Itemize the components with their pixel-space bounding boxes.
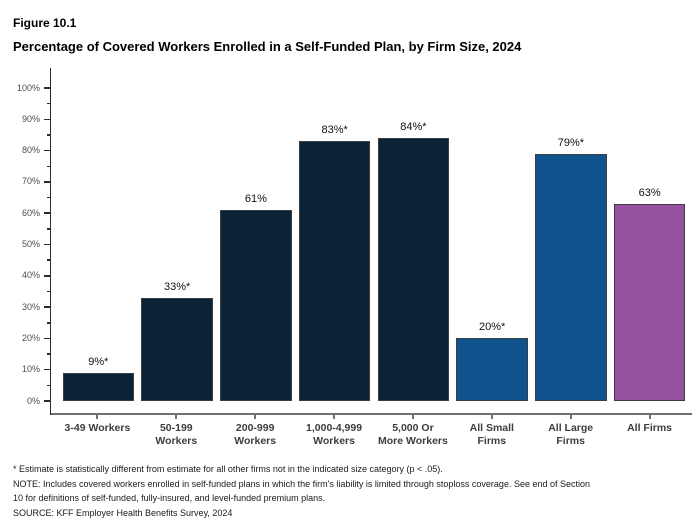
y-minor-tick	[46, 134, 50, 136]
footnote-note-line2: 10 for definitions of self-funded, fully…	[13, 493, 326, 503]
x-category-label: 3-49 Workers	[64, 422, 131, 434]
x-category-tick	[96, 415, 99, 419]
bar-slot: 20%*	[453, 68, 532, 401]
y-major-tick	[44, 275, 50, 277]
y-minor-tick	[46, 165, 50, 167]
bars: 9%* 33%* 61% 83%* 84%* 20%* 79%* 63%	[51, 68, 692, 401]
y-tick-label: 20%	[21, 332, 40, 343]
bar-value-label: 33%*	[163, 280, 191, 293]
bar	[298, 141, 371, 401]
x-axis-line	[51, 413, 692, 415]
y-minor-tick	[46, 290, 50, 293]
x-category-label: 50-199 Workers	[155, 422, 198, 447]
x-label-slot: 5,000 Or More Workers	[374, 415, 453, 448]
bar-value-label: 83%*	[321, 124, 348, 137]
x-category-label: 200-999 Workers	[234, 422, 277, 447]
x-label-slot: All Small Firms	[452, 415, 531, 448]
y-major-tick	[44, 181, 50, 183]
y-tick-label: 50%	[21, 239, 40, 249]
bar-slot: 61%	[217, 68, 296, 401]
x-label-slot: All Firms	[610, 415, 689, 448]
x-category-tick	[411, 415, 414, 419]
y-major-tick	[44, 400, 50, 402]
y-tick-label: 80%	[21, 145, 40, 156]
y-tick-label: 0%	[26, 395, 40, 406]
bar	[141, 297, 213, 401]
y-minor-tick	[46, 102, 50, 105]
bar-value-label: 84%*	[400, 121, 427, 134]
chart-title: Percentage of Covered Workers Enrolled i…	[13, 39, 522, 54]
x-axis-spacer	[13, 415, 50, 448]
footnote-asterisk: * Estimate is statistically different fr…	[13, 464, 443, 474]
bar	[220, 210, 292, 401]
footnotes: * Estimate is statistically different fr…	[13, 462, 692, 520]
x-category-tick	[490, 415, 493, 419]
x-category-label: 5,000 Or More Workers	[378, 422, 448, 447]
bar-chart: 0% 10% 20% 30% 40% 50% 60% 70% 80% 90% 100% 9%* 33%…	[13, 68, 692, 415]
bar-slot: 33%*	[138, 68, 217, 401]
x-category-tick	[569, 415, 572, 419]
bar-value-label: 79%*	[557, 136, 585, 149]
x-label-slot: 200-999 Workers	[216, 415, 295, 448]
figure-number: Figure 10.1	[13, 16, 77, 30]
bar-slot: 79%*	[532, 68, 611, 401]
x-category-label: 1,000-4,999 Workers	[306, 422, 363, 447]
bar-slot: 83%*	[295, 68, 374, 401]
y-tick-label: 70%	[21, 176, 40, 187]
x-category-tick	[175, 415, 178, 419]
y-tick-label: 60%	[21, 207, 40, 218]
y-tick-label: 30%	[21, 301, 40, 312]
y-tick-label: 40%	[21, 270, 40, 281]
y-major-tick	[44, 212, 50, 214]
footnote-source: SOURCE: KFF Employer Health Benefits Sur…	[13, 507, 233, 518]
footnote-note-line1: NOTE: Includes covered workers enrolled …	[13, 478, 591, 489]
bar	[62, 372, 135, 401]
y-major-tick	[44, 118, 50, 121]
y-major-tick	[44, 243, 50, 246]
x-label-slot: 3-49 Workers	[58, 415, 137, 448]
y-major-tick	[44, 337, 50, 340]
bar-value-label: 63%	[638, 186, 661, 199]
y-tick-label: 90%	[21, 113, 40, 124]
x-category-tick	[333, 415, 336, 419]
bar	[535, 153, 607, 401]
y-major-tick	[44, 306, 50, 308]
y-minor-tick	[46, 384, 50, 387]
y-tick-label: 100%	[16, 82, 40, 93]
x-category-label: All Small Firms	[469, 422, 514, 447]
x-category-tick	[254, 415, 257, 419]
bar	[456, 338, 528, 401]
y-minor-tick	[46, 196, 50, 199]
bar	[377, 138, 450, 401]
x-label-slot: 50-199 Workers	[137, 415, 216, 448]
x-label-slot: 1,000-4,999 Workers	[295, 415, 374, 448]
bar-slot: 9%*	[59, 68, 138, 401]
x-label-slot: All Large Firms	[531, 415, 610, 448]
x-axis: 3-49 Workers 50-199 Workers 200-999 Worker…	[13, 415, 692, 448]
y-minor-tick	[46, 228, 50, 230]
y-axis: 0% 10% 20% 30% 40% 50% 60% 70% 80% 90% 100%	[13, 68, 50, 415]
bar-value-label: 20%*	[478, 321, 506, 334]
bar-value-label: 9%*	[88, 355, 109, 368]
y-minor-tick	[46, 259, 50, 261]
y-minor-tick	[46, 322, 50, 324]
bar-slot: 63%	[610, 68, 689, 401]
y-minor-tick	[46, 353, 50, 355]
x-category-label: All Firms	[627, 422, 673, 434]
x-axis-labels: 3-49 Workers 50-199 Workers 200-999 Worker…	[50, 415, 692, 448]
y-major-tick	[44, 368, 50, 371]
bar-slot: 84%*	[374, 68, 453, 401]
bar-value-label: 61%	[244, 193, 267, 206]
y-major-tick	[44, 87, 50, 89]
bar	[613, 203, 686, 401]
y-tick-label: 10%	[21, 364, 40, 375]
plot-panel: 9%* 33%* 61% 83%* 84%* 20%* 79%* 63%	[50, 68, 692, 415]
x-category-label: All Large Firms	[548, 422, 594, 447]
y-major-tick	[44, 149, 50, 152]
x-category-tick	[648, 415, 651, 419]
